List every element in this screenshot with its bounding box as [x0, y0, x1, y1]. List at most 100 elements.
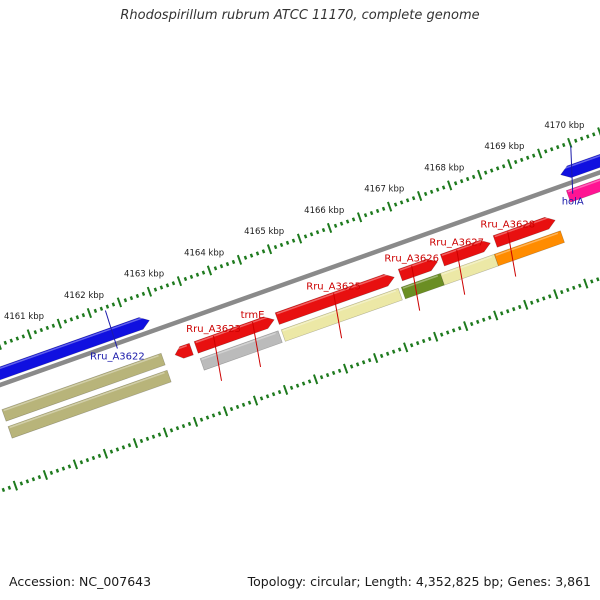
major-tick — [537, 148, 543, 159]
feature-highlight — [0, 316, 146, 370]
minor-tick — [421, 338, 426, 344]
major-tick — [463, 321, 469, 332]
minor-tick — [301, 381, 306, 386]
gene-feature — [7, 369, 172, 439]
minor-tick — [385, 351, 390, 356]
major-tick — [146, 286, 153, 297]
minor-tick — [91, 455, 96, 461]
minor-tick — [115, 447, 120, 452]
minor-tick — [9, 338, 14, 343]
minor-tick — [435, 187, 440, 192]
minor-tick — [471, 174, 476, 179]
minor-tick — [217, 411, 222, 416]
minor-tick — [566, 287, 570, 293]
minor-tick — [439, 332, 444, 337]
major-tick — [386, 201, 393, 212]
major-tick — [373, 352, 379, 364]
minor-tick — [255, 251, 260, 256]
gene-label-text: holA — [562, 197, 584, 208]
minor-tick — [49, 470, 54, 475]
minor-tick — [319, 375, 324, 380]
minor-tick — [578, 283, 582, 288]
minor-tick — [19, 481, 24, 486]
minor-tick — [259, 396, 264, 401]
minor-tick — [109, 449, 114, 454]
major-tick — [42, 469, 49, 481]
gene-feature — [492, 216, 556, 248]
feature-highlight — [441, 239, 487, 256]
minor-tick — [291, 238, 296, 243]
minor-tick — [105, 304, 110, 309]
minor-tick — [51, 323, 56, 328]
feature-highlight — [3, 354, 159, 412]
leader-line — [411, 265, 421, 311]
minor-tick — [189, 274, 194, 279]
minor-tick — [183, 276, 188, 282]
scale-label: 4162 kbp — [64, 291, 104, 301]
gene-feature — [439, 239, 491, 267]
gene-label-text: Rru_A3628 — [480, 220, 535, 231]
minor-tick — [495, 166, 500, 171]
minor-tick — [399, 200, 404, 205]
minor-tick — [121, 445, 126, 450]
major-tick — [26, 329, 32, 340]
minor-tick — [97, 453, 102, 458]
minor-tick — [429, 189, 434, 194]
minor-tick — [123, 298, 128, 303]
minor-tick — [518, 304, 522, 310]
minor-tick — [409, 343, 414, 348]
feature-tracks — [0, 153, 600, 439]
minor-tick — [271, 392, 276, 397]
minor-tick — [451, 328, 456, 333]
major-tick — [116, 297, 123, 308]
leader-line — [570, 145, 574, 194]
minor-tick — [530, 300, 534, 305]
scale-label: 4168 kbp — [424, 163, 464, 173]
minor-tick — [277, 389, 282, 395]
minor-tick — [75, 315, 80, 320]
major-tick — [206, 265, 213, 276]
minor-tick — [512, 307, 516, 312]
minor-tick — [201, 270, 206, 275]
minor-tick — [241, 402, 246, 407]
feature-highlight — [282, 290, 396, 332]
minor-tick — [367, 358, 372, 363]
minor-tick — [219, 264, 224, 269]
minor-tick — [243, 255, 248, 260]
minor-tick — [171, 281, 176, 286]
minor-tick — [211, 413, 216, 418]
gene-feature — [560, 153, 600, 178]
feature-highlight — [402, 275, 439, 289]
minor-tick — [99, 306, 104, 311]
minor-tick — [261, 249, 266, 254]
feature-highlight — [174, 344, 188, 351]
gene-feature — [174, 342, 194, 359]
minor-tick — [55, 468, 60, 473]
minor-tick — [3, 340, 8, 345]
major-tick — [132, 438, 139, 449]
minor-tick — [15, 336, 20, 341]
minor-tick — [63, 319, 68, 324]
minor-tick — [21, 334, 26, 339]
minor-tick — [67, 464, 72, 469]
major-tick — [12, 480, 18, 491]
major-tick — [192, 416, 199, 427]
gene-label-text: Rru_A3627 — [429, 238, 484, 249]
minor-tick — [85, 458, 90, 463]
minor-tick — [531, 153, 536, 158]
minor-tick — [199, 417, 204, 422]
minor-tick — [411, 196, 416, 201]
minor-tick — [265, 394, 270, 399]
scale-label: 4166 kbp — [304, 206, 344, 216]
minor-tick — [415, 341, 420, 346]
minor-tick — [513, 159, 518, 165]
minor-tick — [548, 294, 552, 299]
minor-tick — [69, 317, 74, 322]
major-tick — [222, 406, 229, 417]
gene-label-text: Rru_A3626 — [384, 254, 439, 265]
major-tick — [56, 318, 62, 329]
major-tick — [162, 427, 169, 438]
minor-tick — [580, 136, 584, 141]
minor-tick — [153, 287, 158, 292]
major-tick — [553, 289, 559, 300]
